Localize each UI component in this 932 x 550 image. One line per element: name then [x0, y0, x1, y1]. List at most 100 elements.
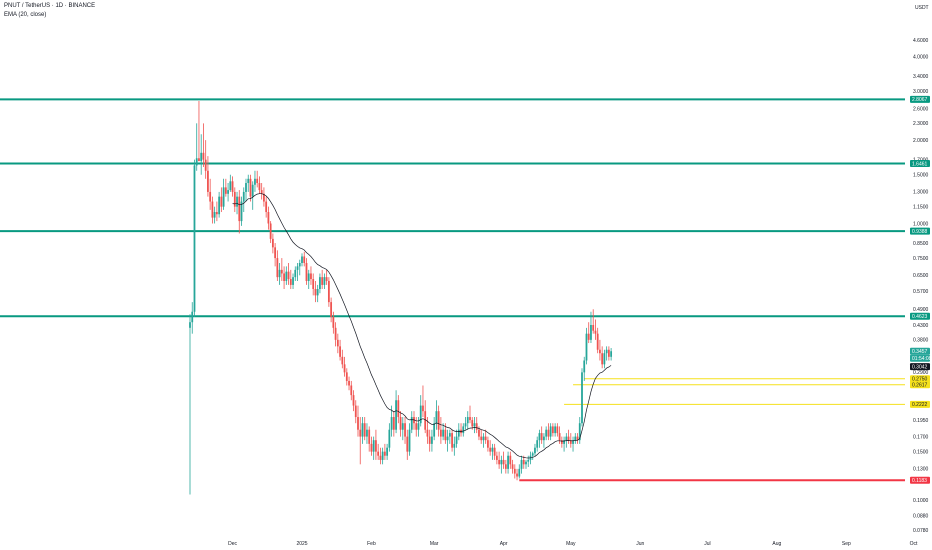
y-tick-label-27: 0.0780 [913, 528, 929, 534]
candle-body-158 [543, 436, 545, 441]
candle-body-150 [525, 461, 527, 465]
candle-body-141 [504, 464, 507, 469]
candle-body-43 [285, 271, 288, 281]
candle-body-135 [491, 447, 494, 452]
currency-label: USDT [915, 5, 929, 11]
candle-body-64 [332, 316, 335, 328]
candle-body-148 [520, 459, 523, 469]
candle-body-32 [260, 190, 263, 194]
price-tag-label-lv6: 0.2222 [912, 402, 928, 408]
candle-body-118 [453, 443, 456, 448]
candle-body-52 [305, 262, 308, 281]
y-tick-label-9: 1.3000 [913, 190, 929, 196]
candle-body-185 [603, 353, 606, 365]
candle-body-180 [592, 324, 595, 331]
price-tag-label-lv5: 0.2617 [912, 383, 928, 389]
candle-body-151 [527, 459, 530, 462]
candle-body-83 [375, 440, 377, 452]
candle-body-161 [549, 426, 552, 437]
x-tick-label-5: May [566, 541, 576, 547]
candle-body-94 [399, 417, 402, 430]
candle-body-176 [583, 360, 586, 373]
candle-body-47 [294, 269, 297, 278]
y-tick-label-0: 4.6000 [913, 38, 929, 44]
candle-body-55 [312, 279, 315, 289]
price-tag-label-lv2: 0.9388 [912, 229, 928, 235]
candle-body-154 [534, 447, 536, 454]
candle-body-147 [518, 468, 521, 477]
candle-body-76 [359, 429, 362, 437]
x-tick-label-7: Jul [704, 541, 710, 547]
x-tick-label-0: Dec [228, 541, 237, 547]
chart-title: PNUT / TetherUS · 1D · BINANCE [4, 3, 96, 9]
candle-body-41 [280, 269, 283, 274]
x-tick-label-2: Feb [367, 541, 376, 547]
candle-body-39 [276, 258, 279, 278]
candle-body-117 [451, 433, 453, 448]
candle-body-19 [231, 181, 234, 192]
candle-body-13 [218, 196, 221, 215]
time-axis[interactable]: Dec 2025 Feb Mar Apr May Jun Jul Aug Sep Oct [228, 541, 918, 547]
candle-body-137 [495, 455, 498, 460]
y-tick-label-17: 0.4300 [913, 323, 929, 329]
candle-body-166 [560, 440, 563, 444]
candle-body-113 [442, 429, 445, 437]
candle-body-75 [357, 417, 359, 430]
candle-body-7 [204, 159, 207, 171]
y-tick-label-18: 0.3800 [913, 338, 929, 344]
price-tag-bg-p2 [910, 363, 930, 371]
candle-body-8 [207, 170, 209, 192]
candle-body-61 [325, 277, 328, 281]
candle-body-69 [343, 364, 346, 373]
candle-body-18 [229, 181, 232, 191]
candle-body-5 [200, 152, 203, 162]
y-tick-label-11: 1.0000 [913, 221, 929, 227]
price-tag-bg-lv5 [910, 381, 930, 389]
x-tick-label-10: Oct [910, 541, 918, 547]
candle-body-58 [319, 277, 321, 289]
candle-body-54 [310, 273, 312, 280]
candle-body-112 [439, 429, 442, 437]
y-tick-label-13: 0.7500 [913, 256, 929, 262]
y-tick-label-3: 3.0000 [913, 89, 929, 95]
y-tick-label-2: 3.4000 [913, 74, 929, 80]
candle-body-160 [547, 429, 550, 437]
candle-body-101 [415, 423, 418, 430]
price-tag-label-lv1: 1.6461 [912, 161, 928, 167]
candle-body-77 [361, 423, 364, 437]
ema-path [232, 193, 612, 459]
candle-body-59 [321, 277, 324, 285]
candle-body-144 [511, 464, 514, 469]
candle-body-80 [368, 429, 371, 444]
candle-body-40 [278, 269, 281, 278]
candle-body-0 [189, 322, 191, 328]
candle-body-126 [471, 420, 474, 427]
price-tag-bg-lv4 [910, 375, 930, 383]
candle-body-31 [258, 183, 261, 191]
y-tick-label-22: 0.1700 [913, 434, 929, 440]
candle-body-33 [263, 193, 265, 202]
x-tick-label-3: Mar [430, 541, 439, 547]
candle-body-85 [379, 455, 382, 460]
candle-body-105 [424, 411, 427, 430]
candle-body-45 [289, 279, 292, 285]
candle-body-156 [538, 433, 541, 441]
candle-body-6 [202, 152, 205, 160]
price-tag-label-lv3: 0.4623 [912, 314, 928, 320]
price-tag-label-lv0: 2.8067 [912, 97, 928, 103]
candle-body-178 [587, 333, 590, 340]
candle-body-60 [323, 277, 326, 285]
candle-body-97 [406, 436, 409, 452]
candle-body-181 [594, 330, 597, 334]
price-axis[interactable]: 4.6000 4.0000 3.4000 3.0000 2.6000 2.3000 2.00… [913, 38, 929, 534]
candle-body-23 [240, 201, 243, 222]
candle-body-122 [462, 426, 465, 434]
candle-body-123 [464, 423, 467, 427]
price-tag-bg-p0 [910, 347, 930, 355]
candle-body-127 [473, 423, 476, 427]
candle-body-79 [366, 429, 368, 437]
candle-body-74 [354, 405, 357, 418]
candle-body-44 [287, 271, 290, 280]
